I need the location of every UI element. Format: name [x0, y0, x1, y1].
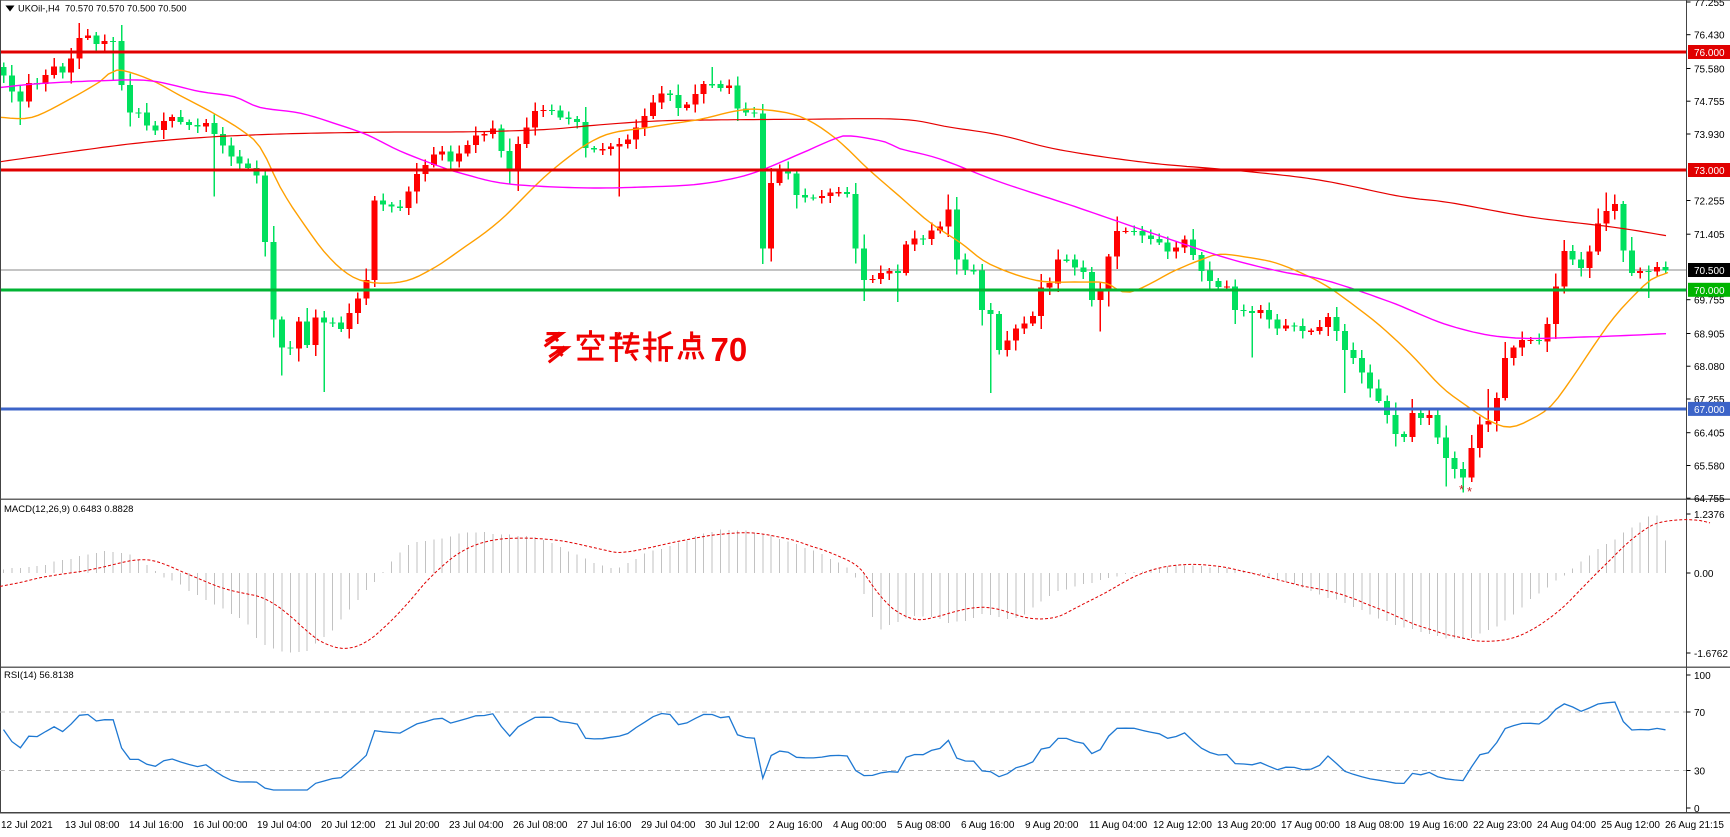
svg-text:22 Aug 23:00: 22 Aug 23:00	[1473, 820, 1532, 831]
svg-text:77.255: 77.255	[1694, 0, 1725, 9]
svg-text:70.500: 70.500	[1694, 266, 1725, 277]
svg-text:30 Jul 12:00: 30 Jul 12:00	[705, 820, 760, 831]
svg-text:19 Aug 16:00: 19 Aug 16:00	[1409, 820, 1468, 831]
svg-text:23 Jul 04:00: 23 Jul 04:00	[449, 820, 504, 831]
svg-text:76.430: 76.430	[1694, 31, 1725, 42]
svg-text:75.580: 75.580	[1694, 65, 1725, 76]
svg-text:19 Jul 04:00: 19 Jul 04:00	[257, 820, 312, 831]
svg-text:25 Aug 12:00: 25 Aug 12:00	[1601, 820, 1660, 831]
svg-text:100: 100	[1694, 671, 1711, 682]
svg-text:70: 70	[1694, 708, 1706, 719]
svg-text:13 Jul 08:00: 13 Jul 08:00	[65, 820, 120, 831]
svg-text:74.755: 74.755	[1694, 97, 1725, 108]
svg-text:11 Aug 04:00: 11 Aug 04:00	[1089, 820, 1148, 831]
svg-text:30: 30	[1694, 767, 1706, 778]
svg-text:*: *	[1467, 484, 1472, 499]
svg-text:69.755: 69.755	[1694, 296, 1725, 307]
svg-text:64.755: 64.755	[1694, 494, 1725, 505]
svg-text:66.405: 66.405	[1694, 429, 1725, 440]
svg-text:21 Jul 20:00: 21 Jul 20:00	[385, 820, 440, 831]
svg-text:18 Aug 08:00: 18 Aug 08:00	[1345, 820, 1404, 831]
svg-text:12 Aug 12:00: 12 Aug 12:00	[1153, 820, 1212, 831]
svg-text:5 Aug 08:00: 5 Aug 08:00	[897, 820, 951, 831]
svg-text:26 Jul 08:00: 26 Jul 08:00	[513, 820, 568, 831]
svg-text:26 Aug 21:15: 26 Aug 21:15	[1665, 820, 1724, 831]
svg-text:67.255: 67.255	[1694, 395, 1725, 406]
svg-text:UKOil-,H4 70.570 70.570 70.50: UKOil-,H4 70.570 70.570 70.500 70.500	[18, 4, 187, 14]
svg-text:17 Aug 00:00: 17 Aug 00:00	[1281, 820, 1340, 831]
svg-text:27 Jul 16:00: 27 Jul 16:00	[577, 820, 632, 831]
svg-text:76.000: 76.000	[1694, 48, 1725, 59]
svg-text:68.080: 68.080	[1694, 362, 1725, 373]
svg-text:MACD(12,26,9) 0.6483 0.8828: MACD(12,26,9) 0.6483 0.8828	[4, 504, 133, 515]
svg-text:9 Aug 20:00: 9 Aug 20:00	[1025, 820, 1079, 831]
svg-text:65.580: 65.580	[1694, 462, 1725, 473]
svg-text:13 Aug 20:00: 13 Aug 20:00	[1217, 820, 1276, 831]
svg-text:-1.6762: -1.6762	[1694, 649, 1728, 660]
svg-text:72.255: 72.255	[1694, 197, 1725, 208]
svg-text:70: 70	[711, 331, 748, 368]
svg-text:14 Jul 16:00: 14 Jul 16:00	[129, 820, 184, 831]
svg-text:*: *	[1459, 482, 1464, 497]
svg-text:70.000: 70.000	[1694, 286, 1725, 297]
svg-text:20 Jul 12:00: 20 Jul 12:00	[321, 820, 376, 831]
svg-text:67.000: 67.000	[1694, 405, 1725, 416]
svg-text:1.2376: 1.2376	[1694, 510, 1725, 521]
svg-text:0: 0	[1694, 804, 1700, 815]
svg-text:2 Aug 16:00: 2 Aug 16:00	[769, 820, 823, 831]
svg-text:24 Aug 04:00: 24 Aug 04:00	[1537, 820, 1596, 831]
svg-text:6 Aug 16:00: 6 Aug 16:00	[961, 820, 1015, 831]
svg-text:71.405: 71.405	[1694, 230, 1725, 241]
svg-text:4 Aug 00:00: 4 Aug 00:00	[833, 820, 887, 831]
svg-text:12 Jul 2021: 12 Jul 2021	[1, 820, 53, 831]
svg-text:RSI(14) 56.8138: RSI(14) 56.8138	[4, 670, 74, 681]
svg-text:73.000: 73.000	[1694, 166, 1725, 177]
svg-text:16 Jul 00:00: 16 Jul 00:00	[193, 820, 248, 831]
svg-text:68.905: 68.905	[1694, 330, 1725, 341]
svg-text:0.00: 0.00	[1694, 569, 1714, 580]
svg-text:73.930: 73.930	[1694, 130, 1725, 141]
svg-text:29 Jul 04:00: 29 Jul 04:00	[641, 820, 696, 831]
